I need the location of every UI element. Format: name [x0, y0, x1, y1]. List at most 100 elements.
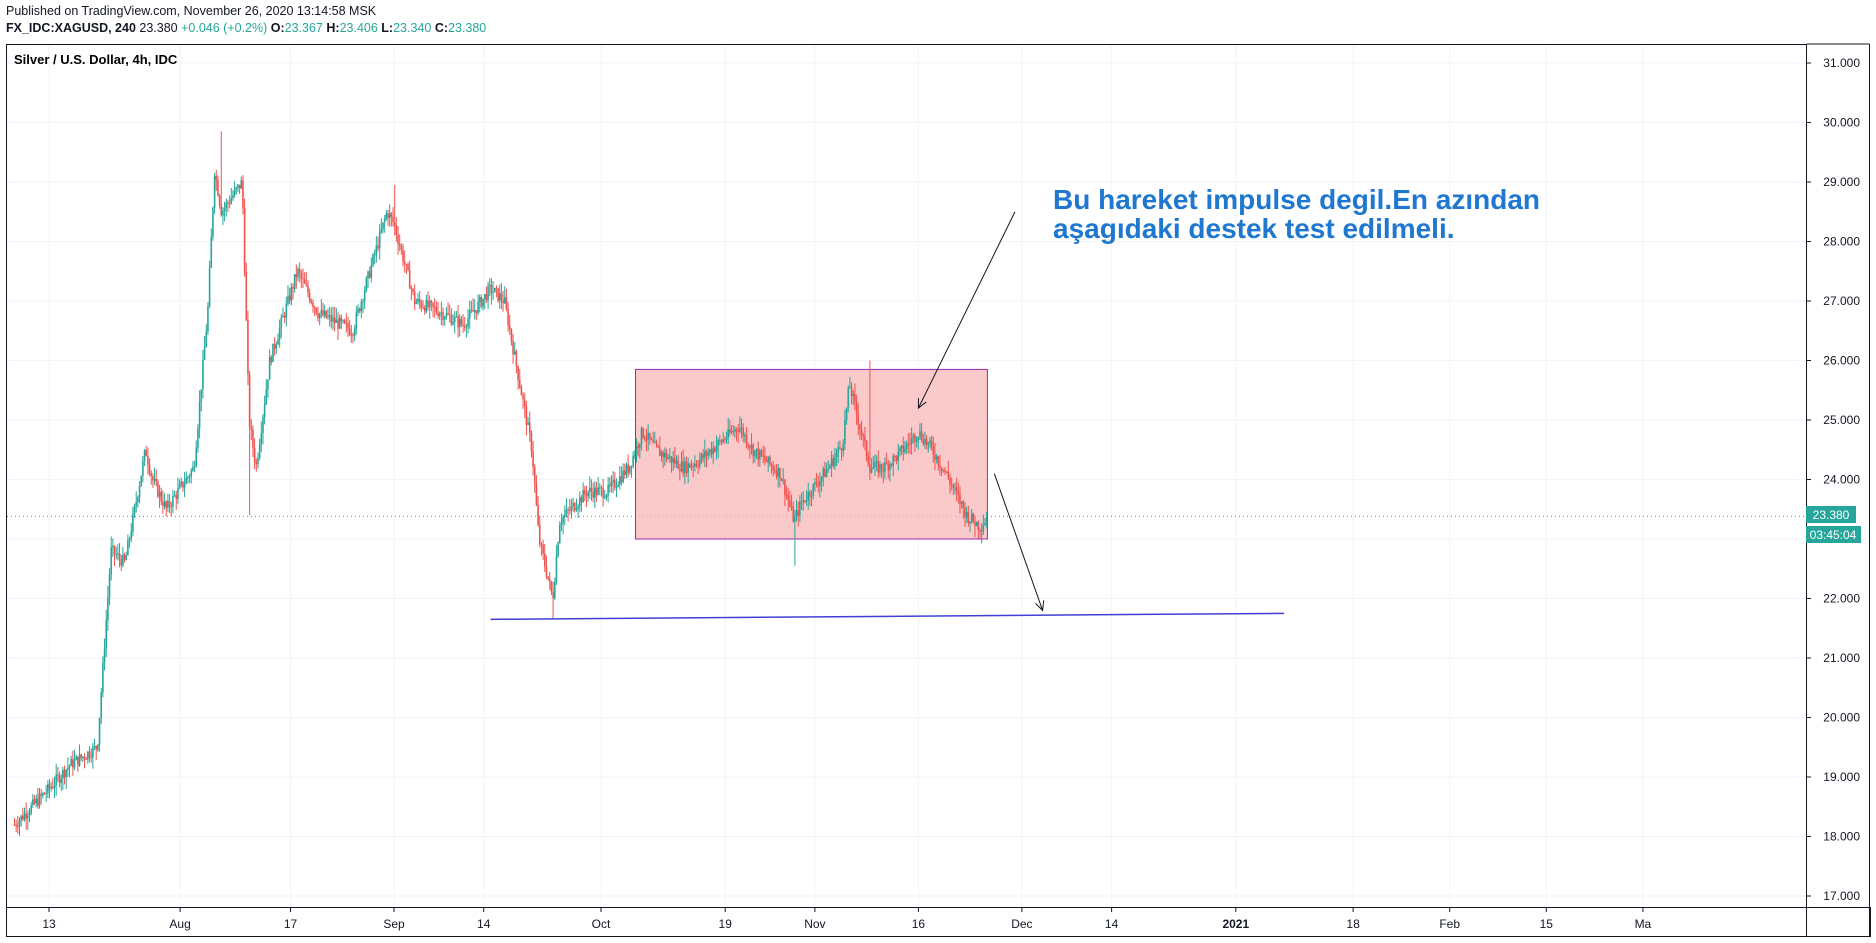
- candle-body: [904, 448, 906, 453]
- y-tick-label: 28.000: [1823, 235, 1860, 249]
- candle-body: [734, 429, 736, 432]
- candle-body: [317, 313, 319, 318]
- candle-body: [467, 318, 469, 327]
- candle-body: [133, 505, 136, 514]
- candle-body: [398, 243, 401, 247]
- candle-body: [834, 457, 836, 466]
- candle-body: [699, 459, 701, 467]
- candle-body: [130, 531, 133, 539]
- symbol-label: FX_IDC:XAGUSD, 240: [6, 21, 136, 35]
- candle-body: [802, 500, 805, 503]
- candle-body: [810, 495, 813, 497]
- y-tick-label: 22.000: [1823, 592, 1860, 606]
- candle-body: [682, 461, 684, 474]
- candle-body: [610, 481, 613, 486]
- arrow-line-1[interactable]: [917, 211, 1016, 409]
- candle-body: [947, 472, 950, 479]
- candle-body: [105, 620, 108, 650]
- candle-body: [498, 293, 501, 301]
- candle-body: [815, 482, 818, 485]
- candle-body: [380, 229, 383, 232]
- candle-body: [453, 316, 456, 323]
- candle-body: [684, 461, 686, 474]
- candle-body: [422, 307, 424, 309]
- candle-body: [954, 487, 956, 489]
- candle-body: [210, 236, 213, 268]
- candle-body: [333, 317, 336, 323]
- candle-body: [532, 451, 534, 467]
- candle-body: [385, 213, 388, 220]
- candle-body: [563, 514, 566, 518]
- candle-body: [659, 447, 661, 456]
- candle-body: [934, 454, 936, 460]
- candle-body: [460, 318, 463, 325]
- candle-body: [585, 494, 588, 497]
- candle-body: [889, 464, 891, 471]
- candle-body: [667, 457, 669, 459]
- candle-body: [112, 546, 114, 548]
- arrow-line-2[interactable]: [993, 473, 1044, 611]
- candle-body: [18, 820, 21, 827]
- y-tick-label: 25.000: [1823, 413, 1860, 427]
- candle-body: [712, 447, 714, 455]
- candle-body: [495, 288, 498, 290]
- candle-body: [890, 464, 893, 466]
- support-trendline[interactable]: [490, 612, 1285, 621]
- candle-body: [782, 479, 785, 481]
- candle-body: [837, 447, 840, 453]
- candle-body: [312, 302, 314, 307]
- candle-body: [842, 443, 845, 451]
- candle-body: [705, 451, 708, 456]
- price-axis[interactable]: 17.00018.00019.00020.00021.00022.00023.0…: [1806, 56, 1860, 903]
- candle-body: [590, 487, 593, 492]
- candle-body: [603, 497, 606, 499]
- candle-body: [862, 435, 865, 437]
- candle-body: [735, 429, 738, 431]
- candle-body: [982, 525, 985, 532]
- candle-body: [267, 379, 269, 390]
- candle-body: [275, 344, 278, 349]
- candle-body: [634, 454, 636, 456]
- candle-body: [824, 468, 826, 477]
- candle-body: [135, 502, 138, 506]
- candle-body: [240, 180, 243, 189]
- candle-body: [615, 486, 618, 488]
- candle-body: [285, 303, 288, 318]
- candle-body: [50, 787, 52, 789]
- candle-body: [977, 522, 980, 531]
- candle-body: [924, 438, 926, 445]
- candle-body: [565, 509, 568, 515]
- candle-body: [814, 482, 816, 484]
- candle-body: [572, 503, 574, 506]
- candle-body: [640, 428, 643, 445]
- candle-body: [485, 294, 488, 301]
- candle-body: [48, 784, 51, 789]
- candle-body: [390, 213, 393, 217]
- x-tick-label: 2021: [1222, 917, 1249, 931]
- time-axis[interactable]: 13 Aug 17 Sep 14 Oct 19 Nov 16 Dec 14 2021 18 Feb 15 Ma: [42, 907, 1652, 931]
- candle-body: [730, 431, 733, 433]
- candle-body: [438, 313, 441, 317]
- candle-body: [150, 473, 153, 477]
- candle-body: [612, 479, 614, 482]
- candle-body: [552, 591, 554, 599]
- candle-body: [644, 436, 646, 440]
- candle-body: [630, 465, 633, 467]
- candle-body: [545, 566, 548, 577]
- y-tick-label: 24.000: [1823, 473, 1860, 487]
- candle-body: [323, 310, 326, 316]
- candle-body: [967, 511, 970, 524]
- candle-body: [812, 483, 815, 496]
- candle-body: [445, 313, 448, 318]
- candle-body: [922, 439, 925, 445]
- candle-body: [605, 495, 608, 498]
- y-tick-label: 21.000: [1823, 651, 1860, 665]
- candle-body: [190, 470, 193, 477]
- candle-body: [530, 433, 533, 452]
- range-box[interactable]: [635, 368, 988, 540]
- candle-body: [217, 179, 219, 196]
- candle-body: [492, 292, 494, 294]
- candle-body: [127, 540, 129, 556]
- candle-body: [945, 471, 948, 473]
